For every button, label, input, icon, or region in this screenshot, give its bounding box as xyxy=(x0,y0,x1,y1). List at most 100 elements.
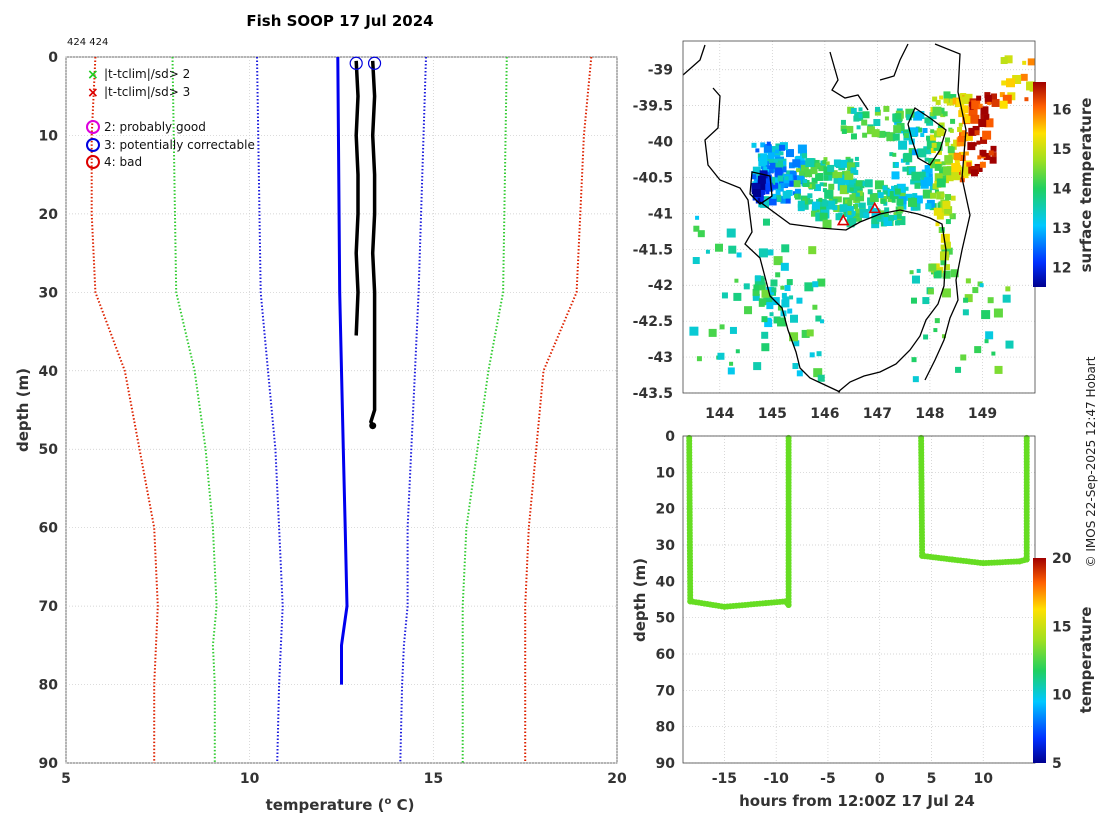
sst-pixel xyxy=(943,264,950,271)
sst-pixel xyxy=(991,98,1000,107)
sst-pixel xyxy=(937,150,942,155)
sst-pixel xyxy=(950,118,956,124)
legend-label-flag4: 4: bad xyxy=(104,155,142,169)
profile-line-+2sd xyxy=(461,56,508,763)
sst-pixel xyxy=(978,103,983,108)
sst-pixel xyxy=(976,140,981,145)
sst-pixel xyxy=(801,198,806,203)
sst-pixel xyxy=(753,362,762,371)
section-x-label: hours from 12:00Z 17 Jul 24 xyxy=(739,792,975,810)
flag-marker-potentially-correctable xyxy=(367,56,382,70)
section-y-tick-label: 90 xyxy=(656,756,676,772)
sst-pixel xyxy=(758,248,768,258)
sst-pixel xyxy=(810,159,820,169)
map-y-tick-label: -41.5 xyxy=(633,242,673,258)
profile-y-tick-label: 50 xyxy=(39,442,59,458)
map-y-tick-label: -43.5 xyxy=(633,386,673,402)
coastline-tasmania xyxy=(759,201,947,393)
sst-pixel xyxy=(941,334,946,339)
sst-pixel xyxy=(797,200,805,208)
sst-pixel xyxy=(914,195,923,204)
sst-pixel xyxy=(896,198,904,206)
sst-pixel xyxy=(976,95,982,101)
sst-pixel xyxy=(940,193,945,198)
sst-pixel xyxy=(968,127,977,136)
sst-pixel xyxy=(926,140,936,150)
station-markers xyxy=(836,201,882,226)
sst-pixel xyxy=(807,193,813,199)
sst-pixel xyxy=(847,106,855,114)
sst-pixel xyxy=(943,98,949,104)
sst-pixel xyxy=(807,184,812,189)
sst-pixel xyxy=(777,305,783,311)
profile-legend: × |t-tclim|/sd> 2 × |t-tclim|/sd> 3 2: p… xyxy=(86,67,255,169)
sst-pixel xyxy=(905,193,913,201)
sst-pixel xyxy=(930,192,937,199)
profile-y-tick-label: 20 xyxy=(39,207,59,223)
sst-pixel xyxy=(845,199,850,204)
sst-pixel xyxy=(765,183,774,192)
sst-pixel xyxy=(912,193,918,199)
sst-pixel xyxy=(984,339,989,344)
sst-pixel xyxy=(729,326,737,334)
sst-pixel xyxy=(810,167,818,175)
sst-pixel xyxy=(902,166,908,172)
sst-pixel xyxy=(801,329,810,338)
sst-pixel xyxy=(792,191,797,196)
sst-pixel xyxy=(802,203,809,210)
sst-colorbar-label: surface temperature xyxy=(1077,98,1095,273)
sst-pixel xyxy=(757,282,766,291)
sst-pixel xyxy=(819,212,828,221)
sst-pixel xyxy=(1022,60,1027,65)
sst-pixel xyxy=(933,141,943,151)
sst-pixel xyxy=(786,279,793,286)
sst-pixel xyxy=(756,198,761,203)
sst-pixel xyxy=(796,297,803,304)
sst-pixel xyxy=(965,278,971,284)
sst-pixel xyxy=(950,195,956,201)
sst-pixel xyxy=(793,180,801,188)
sst-pixel xyxy=(930,112,935,117)
sst-pixel xyxy=(939,95,944,100)
sst-pixel xyxy=(989,156,997,164)
sst-pixel xyxy=(934,318,940,324)
sst-pixel xyxy=(914,178,922,186)
sst-field xyxy=(689,55,1035,383)
sst-pixel xyxy=(1000,57,1008,65)
section-y-tick-label: 0 xyxy=(665,429,675,445)
sst-pixel xyxy=(928,263,937,272)
sst-pixel xyxy=(867,189,873,195)
sst-pixel xyxy=(839,185,849,195)
sst-colorbar-tick-label: 13 xyxy=(1052,221,1071,237)
sst-pixel xyxy=(789,332,799,342)
sst-pixel xyxy=(923,177,933,187)
sst-pixel xyxy=(728,245,737,254)
sst-pixel xyxy=(779,151,784,156)
sst-pixel xyxy=(878,130,886,138)
sst-pixel xyxy=(850,167,857,174)
sst-pixel xyxy=(805,158,815,168)
sst-pixel xyxy=(833,159,841,167)
sst-pixel xyxy=(804,169,813,178)
section-y-ticks: 0 10 20 30 40 50 60 70 80 90 xyxy=(656,429,676,772)
sst-pixel xyxy=(689,326,699,336)
sst-pixel xyxy=(928,173,933,178)
station-triangle xyxy=(836,213,850,226)
sst-pixel xyxy=(903,153,913,163)
sst-pixel xyxy=(930,148,936,154)
profile-end-point xyxy=(369,422,377,430)
sst-pixel xyxy=(1002,294,1011,303)
section-background xyxy=(683,436,1035,763)
sst-pixel xyxy=(916,268,921,273)
sst-pixel xyxy=(884,213,889,218)
sst-pixel xyxy=(932,96,938,102)
sst-pixel xyxy=(849,187,854,192)
profile-line-mean xyxy=(336,56,349,685)
sst-pixel xyxy=(795,155,805,165)
sst-pixel xyxy=(891,185,896,190)
sst-pixel xyxy=(789,314,798,323)
sst-pixel xyxy=(958,122,963,127)
sst-pixel xyxy=(1005,340,1014,349)
sst-pixel xyxy=(818,197,823,202)
sst-pixel xyxy=(787,308,793,314)
